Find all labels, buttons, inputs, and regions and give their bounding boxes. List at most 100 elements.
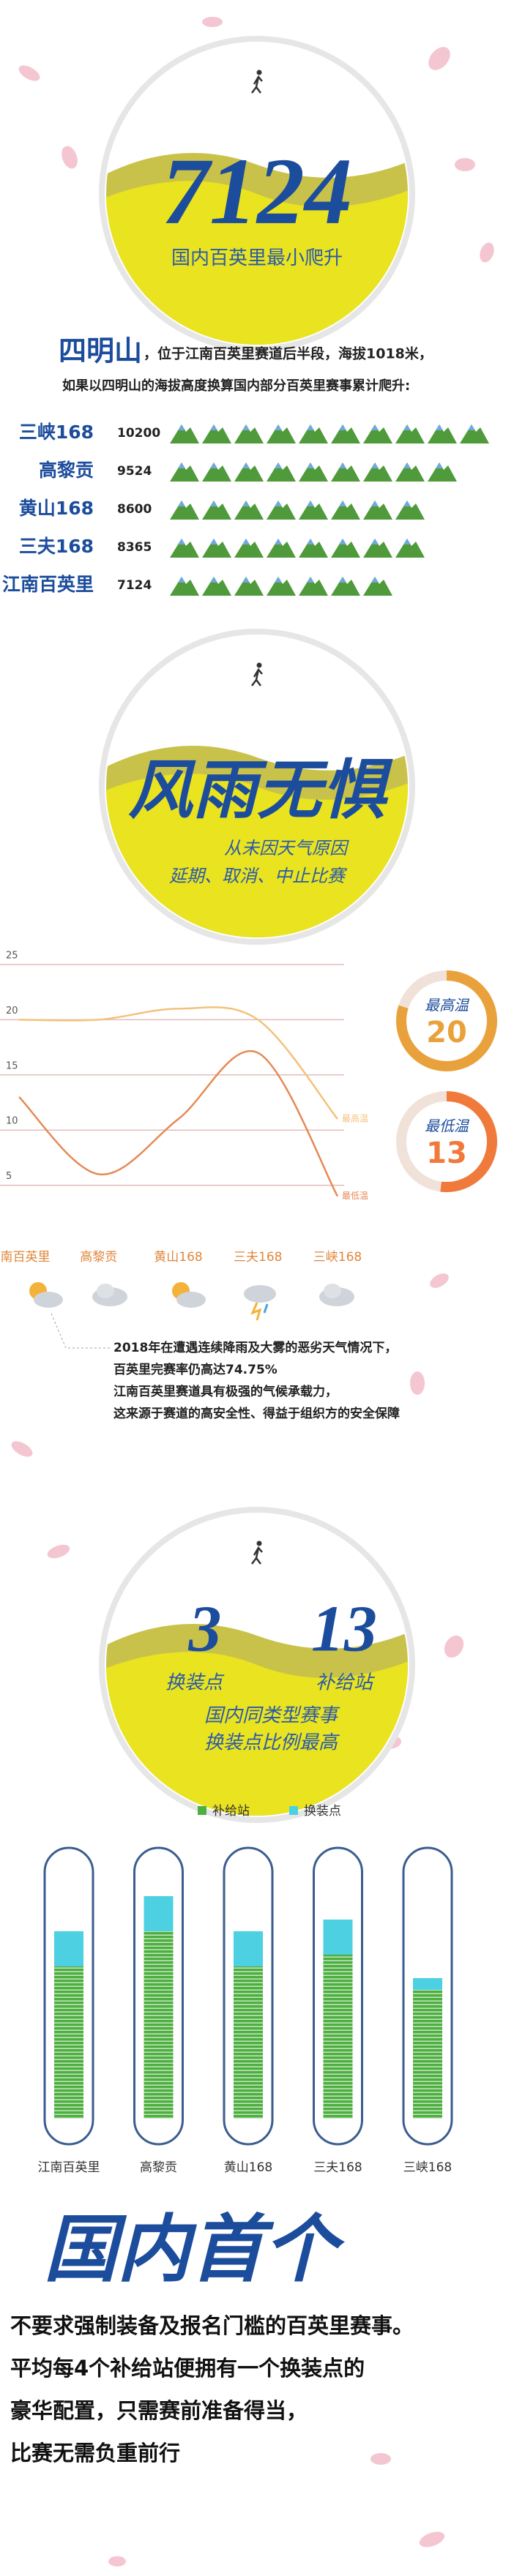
mountain-snow <box>275 463 282 468</box>
badge-arc <box>396 970 497 1071</box>
mountain-icon <box>331 577 360 596</box>
mountain-icon <box>170 463 199 482</box>
waves <box>106 153 408 345</box>
x-tick-label: 三峡168 <box>403 2160 452 2175</box>
bar-segment <box>413 1978 442 1990</box>
mountain-snow <box>275 424 282 430</box>
y-tick-label: 15 <box>6 1060 18 1071</box>
mountain-icon <box>202 424 231 443</box>
mountain-snow <box>275 577 282 583</box>
closing-line: 不要求强制装备及报名门槛的百英里赛事。 <box>10 2313 414 2338</box>
bar-segment <box>234 1931 263 1966</box>
x-tick-label: 三夫168 <box>313 2160 362 2175</box>
note-line: 2018年在遭遇连续降雨及大雾的恶劣天气情况下， <box>113 1340 397 1355</box>
closing-title: 国内首个 <box>44 2209 346 2291</box>
x-tick-label: 江南百英里 <box>0 1250 51 1265</box>
mountain-snow <box>371 539 379 544</box>
weather-line: 从未因天气原因 <box>224 838 349 858</box>
badge-value: 20 <box>426 1016 467 1049</box>
mountain-icon <box>460 424 489 443</box>
mountain-snow <box>178 501 185 506</box>
row-label: 三夫168 <box>19 536 94 557</box>
mountain-icon <box>363 501 392 520</box>
badge-value: 13 <box>426 1137 467 1170</box>
mountain-icon <box>234 501 264 520</box>
mountain-snow <box>403 501 411 506</box>
mountain-icon <box>428 463 457 482</box>
mountain-icon <box>395 424 425 443</box>
badge-label: 最高温 <box>425 997 470 1014</box>
note-line: 这来源于赛道的高安全性、得益于组织方的安全保障 <box>113 1406 400 1421</box>
bar-segment <box>413 1990 442 2119</box>
weather-title: 风雨无惧 <box>128 756 393 827</box>
row-value: 8365 <box>117 540 152 555</box>
y-tick-label: 10 <box>6 1116 18 1127</box>
mountain-snow <box>307 577 314 583</box>
row-label: 高黎贡 <box>39 460 94 481</box>
x-tick-label: 三峡168 <box>313 1250 362 1265</box>
runner <box>251 75 263 94</box>
mountain-snow <box>403 424 411 430</box>
mountain-icon <box>170 539 199 558</box>
intro-text: ，位于江南百英里赛道后半段，海拔1018米， <box>144 345 433 362</box>
mountain-snow <box>339 501 346 506</box>
mountain-snow <box>275 539 282 544</box>
mountain-snow <box>275 501 282 506</box>
mountain-icon <box>234 463 264 482</box>
mountain-snow <box>307 539 314 544</box>
runner <box>251 1546 263 1565</box>
runner <box>251 667 263 686</box>
mountain-icon <box>428 424 457 443</box>
intro-title: 四明山 <box>59 335 142 367</box>
mountain-snow <box>371 463 379 468</box>
icon-row <box>170 577 392 596</box>
mountain-icon <box>170 501 199 520</box>
waves <box>106 746 408 937</box>
hero-subtitle: 国内百英里最小爬升 <box>171 247 343 269</box>
runner-head <box>256 1540 262 1546</box>
mountain-icon <box>299 501 328 520</box>
mountain-snow <box>178 577 185 583</box>
hero-number: 7124 <box>162 139 352 244</box>
mountain-icon <box>170 577 199 596</box>
wave <box>106 1652 408 1816</box>
badge-arc <box>440 1091 497 1192</box>
line-series <box>18 1006 338 1120</box>
row-label: 江南百英里 <box>2 574 94 595</box>
mountain-snow <box>339 539 346 544</box>
mountain-snow <box>210 463 217 468</box>
mountain-icon <box>267 424 296 443</box>
closing-line: 豪华配置，只需赛前准备得当， <box>10 2398 308 2423</box>
legend-label: 补给站 <box>212 1804 250 1819</box>
y-tick-label: 25 <box>6 951 18 962</box>
mountain-snow <box>178 463 185 468</box>
row-label: 黄山168 <box>19 498 94 519</box>
series-label: 最高温 <box>342 1113 368 1124</box>
legend-label: 换装点 <box>304 1804 341 1819</box>
stat-label: 补给站 <box>316 1672 376 1694</box>
mountain-snow <box>242 539 250 544</box>
badge-circle <box>99 1507 415 1823</box>
mountain-icon <box>267 539 296 558</box>
mountain-icon <box>202 501 231 520</box>
stat-value: 3 <box>188 1593 222 1666</box>
stat-caption: 换装点比例最高 <box>204 1732 340 1754</box>
bar-segment <box>144 1931 174 2119</box>
row-value: 8600 <box>117 502 152 517</box>
mountain-icon <box>299 424 328 443</box>
line-series <box>18 1050 339 1197</box>
mountain-snow <box>436 424 443 430</box>
mountain-snow <box>178 424 185 430</box>
mountain-snow <box>242 424 250 430</box>
mountain-snow <box>307 424 314 430</box>
mountain-snow <box>403 463 411 468</box>
wave <box>106 774 408 937</box>
wave <box>106 181 408 345</box>
mountain-icon <box>234 424 264 443</box>
stat-value: 13 <box>311 1593 377 1666</box>
mountain-snow <box>468 424 475 430</box>
runner-head <box>256 70 262 75</box>
mountain-snow <box>339 463 346 468</box>
runner-head <box>256 662 262 668</box>
